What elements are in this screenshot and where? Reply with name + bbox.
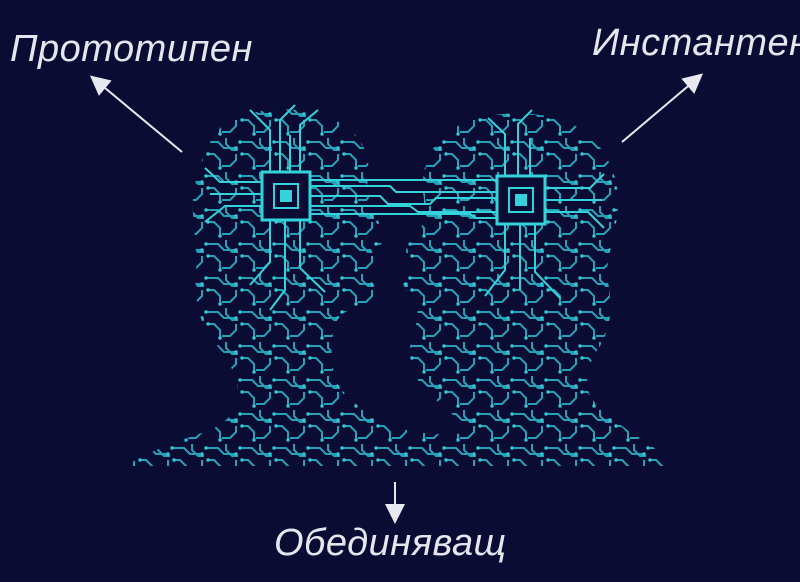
circuit-heads — [126, 109, 668, 466]
right-chip-icon — [484, 109, 605, 299]
chip-connection — [310, 179, 497, 219]
label-instant: Инстантен — [592, 22, 800, 64]
label-unifying: Обединяващ — [274, 522, 507, 564]
arrow-top-left — [89, 75, 183, 153]
label-prototype: Прототипен — [10, 28, 253, 70]
arrow-top-right — [621, 73, 704, 143]
